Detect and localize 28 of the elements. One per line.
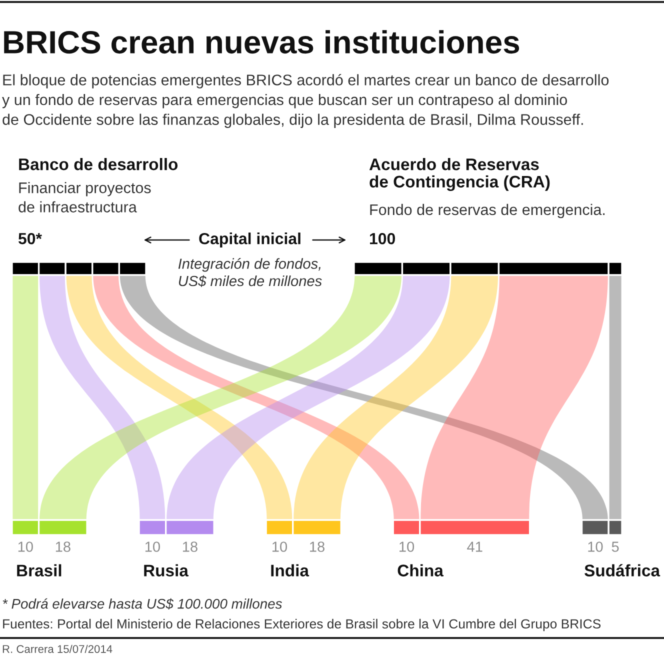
text: Integración de fondos, US$ miles de millones <box>178 258 322 288</box>
category-label: Rusia <box>144 564 189 576</box>
data-label: 10 <box>18 542 33 552</box>
text: El bloque de potencias emergentes BRICS acordó el martes crear un banco de desarrollo y un fondo de reservas para emergencias que buscan ser un contrapeso al dominio de Occidente sobre las finanzas globales, dijo la presidenta de Brasil, Dilma Rousseff. <box>2 74 609 128</box>
legend-label: Acuerdo de Reservas de Contingencia (CRA) <box>369 158 550 191</box>
text: 100 <box>370 232 395 244</box>
data-label: 10 <box>400 542 414 552</box>
data-label: 18 <box>310 542 324 552</box>
category-label: China <box>398 564 444 576</box>
data-label: 10 <box>272 542 288 552</box>
text: Financiar proyectos de infraestructura <box>18 182 151 212</box>
category-label: India <box>271 564 310 576</box>
text: * Podrá elevarse hasta US$ 100.000 millones <box>2 598 282 610</box>
text: Capital inicial <box>199 232 300 248</box>
data-label: 5 <box>612 542 619 552</box>
category-label: Sudáfrica <box>584 564 660 576</box>
category-label: Brasil <box>17 564 62 576</box>
text: R. Carrera 15/07/2014 <box>2 644 112 653</box>
data-label: 10 <box>145 542 160 552</box>
legend-label: Banco de desarrollo <box>19 158 178 170</box>
text: Fondo de reservas de emergencia. <box>370 204 605 218</box>
text: BRICS crean nuevas instituciones <box>4 30 520 54</box>
source-note: Fuentes: Portal del Ministerio de Relaciones Exteriores de Brasil sobre la VI Cumbre del Grupo BRICS <box>3 618 601 632</box>
data-label: 10 <box>588 542 603 552</box>
data-label: 41 <box>467 542 482 552</box>
data-label: 18 <box>56 542 70 552</box>
data-label: 18 <box>182 542 198 552</box>
text: 50* <box>18 232 42 244</box>
